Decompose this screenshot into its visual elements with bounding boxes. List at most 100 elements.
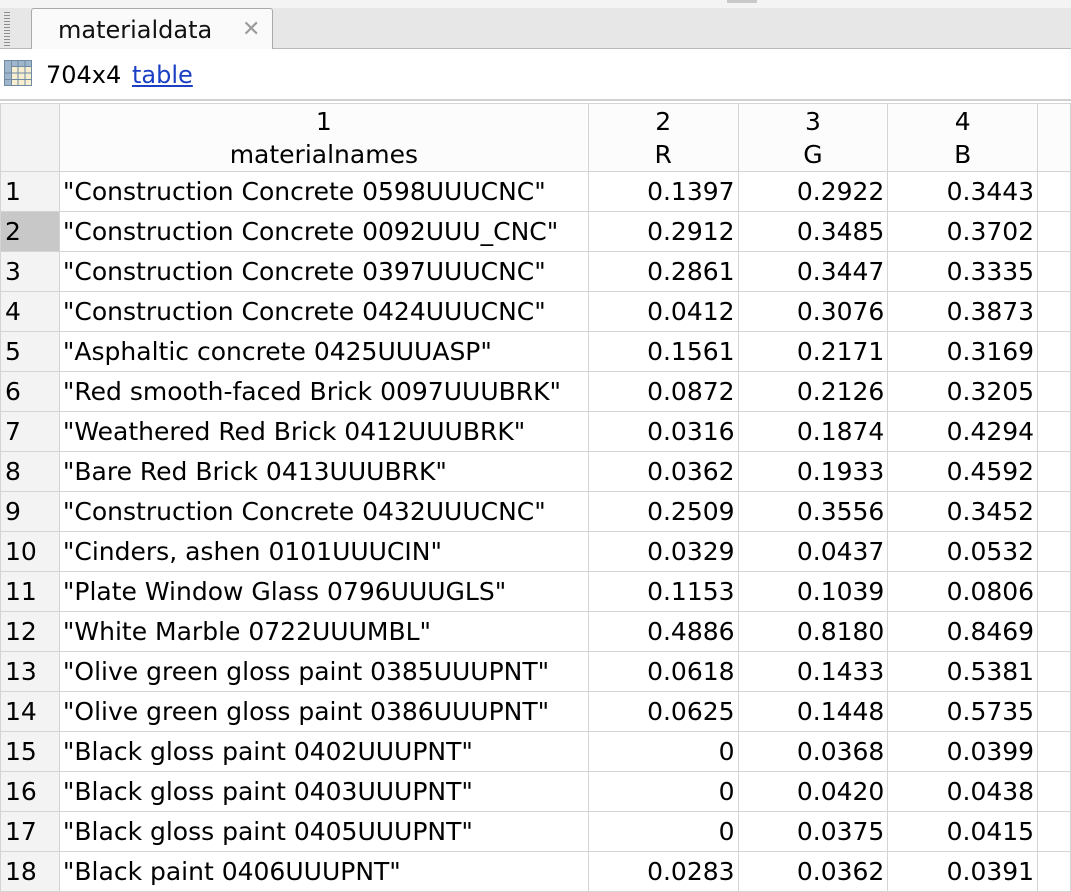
g-value-cell[interactable]: 0.3556: [737, 491, 889, 532]
materialname-cell[interactable]: "Plate Window Glass 0796UUUGLS": [58, 571, 589, 612]
b-value-cell[interactable]: 0.5735: [887, 691, 1039, 732]
materialname-cell[interactable]: "Construction Concrete 0598UUUCNC": [58, 171, 589, 212]
materialname-cell[interactable]: "Black gloss paint 0405UUUPNT": [58, 811, 589, 852]
empty-cell[interactable]: [1037, 691, 1071, 732]
materialname-cell[interactable]: "Construction Concrete 0397UUUCNC": [58, 251, 589, 292]
empty-cell[interactable]: [1037, 371, 1071, 412]
g-value-cell[interactable]: 0.2171: [737, 331, 889, 372]
empty-cell[interactable]: [1037, 491, 1071, 532]
empty-cell[interactable]: [1037, 211, 1071, 252]
g-value-cell[interactable]: 0.0420: [737, 771, 889, 812]
b-value-cell[interactable]: 0.4294: [887, 411, 1039, 452]
row-number-cell[interactable]: 10: [0, 531, 60, 572]
materialname-cell[interactable]: "Weathered Red Brick 0412UUUBRK": [58, 411, 589, 452]
row-number-cell[interactable]: 11: [0, 571, 60, 612]
drag-handle-icon[interactable]: [4, 12, 10, 46]
r-value-cell[interactable]: 0.0618: [587, 651, 739, 692]
materialname-cell[interactable]: "Black paint 0406UUUPNT": [58, 851, 589, 892]
g-value-cell[interactable]: 0.1039: [737, 571, 889, 612]
empty-cell[interactable]: [1037, 451, 1071, 492]
r-value-cell[interactable]: 0.0625: [587, 691, 739, 732]
row-number-cell[interactable]: 14: [0, 691, 60, 732]
g-value-cell[interactable]: 0.1433: [737, 651, 889, 692]
g-value-cell[interactable]: 0.8180: [737, 611, 889, 652]
g-value-cell[interactable]: 0.1933: [737, 451, 889, 492]
empty-cell[interactable]: [1037, 771, 1071, 812]
r-value-cell[interactable]: 0: [587, 771, 739, 812]
b-value-cell[interactable]: 0.3443: [887, 171, 1039, 212]
r-value-cell[interactable]: 0.1397: [587, 171, 739, 212]
b-value-cell[interactable]: 0.4592: [887, 451, 1039, 492]
g-value-cell[interactable]: 0.0437: [737, 531, 889, 572]
row-number-cell[interactable]: 18: [0, 851, 60, 892]
g-value-cell[interactable]: 0.0368: [737, 731, 889, 772]
materialname-cell[interactable]: "Asphaltic concrete 0425UUUASP": [58, 331, 589, 372]
column-header-1[interactable]: 1 materialnames: [58, 103, 589, 172]
empty-cell[interactable]: [1037, 171, 1071, 212]
g-value-cell[interactable]: 0.3485: [737, 211, 889, 252]
row-number-cell[interactable]: 4: [0, 291, 60, 332]
empty-cell[interactable]: [1037, 731, 1071, 772]
materialname-cell[interactable]: "White Marble 0722UUUMBL": [58, 611, 589, 652]
r-value-cell[interactable]: 0.1153: [587, 571, 739, 612]
tab-materialdata[interactable]: materialdata ✕: [31, 8, 273, 49]
g-value-cell[interactable]: 0.2922: [737, 171, 889, 212]
b-value-cell[interactable]: 0.3452: [887, 491, 1039, 532]
g-value-cell[interactable]: 0.0362: [737, 851, 889, 892]
empty-cell[interactable]: [1037, 251, 1071, 292]
g-value-cell[interactable]: 0.3076: [737, 291, 889, 332]
materialname-cell[interactable]: "Cinders, ashen 0101UUUCIN": [58, 531, 589, 572]
b-value-cell[interactable]: 0.3205: [887, 371, 1039, 412]
b-value-cell[interactable]: 0.0438: [887, 771, 1039, 812]
row-number-cell[interactable]: 6: [0, 371, 60, 412]
empty-cell[interactable]: [1037, 811, 1071, 852]
r-value-cell[interactable]: 0: [587, 731, 739, 772]
b-value-cell[interactable]: 0.3169: [887, 331, 1039, 372]
empty-cell[interactable]: [1037, 291, 1071, 332]
empty-cell[interactable]: [1037, 331, 1071, 372]
empty-cell[interactable]: [1037, 851, 1071, 892]
empty-cell[interactable]: [1037, 611, 1071, 652]
b-value-cell[interactable]: 0.5381: [887, 651, 1039, 692]
g-value-cell[interactable]: 0.3447: [737, 251, 889, 292]
materialname-cell[interactable]: "Olive green gloss paint 0385UUUPNT": [58, 651, 589, 692]
variable-type-link[interactable]: table: [132, 61, 193, 89]
r-value-cell[interactable]: 0.4886: [587, 611, 739, 652]
row-number-cell[interactable]: 12: [0, 611, 60, 652]
r-value-cell[interactable]: 0.0316: [587, 411, 739, 452]
corner-cell[interactable]: [0, 103, 60, 172]
empty-cell[interactable]: [1037, 531, 1071, 572]
b-value-cell[interactable]: 0.0806: [887, 571, 1039, 612]
row-number-cell[interactable]: 5: [0, 331, 60, 372]
r-value-cell[interactable]: 0.1561: [587, 331, 739, 372]
b-value-cell[interactable]: 0.3335: [887, 251, 1039, 292]
materialname-cell[interactable]: "Construction Concrete 0424UUUCNC": [58, 291, 589, 332]
g-value-cell[interactable]: 0.0375: [737, 811, 889, 852]
row-number-cell[interactable]: 16: [0, 771, 60, 812]
row-number-cell[interactable]: 7: [0, 411, 60, 452]
materialname-cell[interactable]: "Construction Concrete 0092UUU_CNC": [58, 211, 589, 252]
empty-cell[interactable]: [1037, 571, 1071, 612]
row-number-cell[interactable]: 3: [0, 251, 60, 292]
empty-cell[interactable]: [1037, 411, 1071, 452]
r-value-cell[interactable]: 0.0872: [587, 371, 739, 412]
materialname-cell[interactable]: "Bare Red Brick 0413UUUBRK": [58, 451, 589, 492]
row-number-cell[interactable]: 15: [0, 731, 60, 772]
b-value-cell[interactable]: 0.0532: [887, 531, 1039, 572]
b-value-cell[interactable]: 0.0415: [887, 811, 1039, 852]
close-icon[interactable]: ✕: [242, 17, 261, 42]
materialname-cell[interactable]: "Red smooth-faced Brick 0097UUUBRK": [58, 371, 589, 412]
row-number-cell[interactable]: 8: [0, 451, 60, 492]
empty-cell[interactable]: [1037, 651, 1071, 692]
b-value-cell[interactable]: 0.0391: [887, 851, 1039, 892]
r-value-cell[interactable]: 0.0412: [587, 291, 739, 332]
materialname-cell[interactable]: "Black gloss paint 0403UUUPNT": [58, 771, 589, 812]
r-value-cell[interactable]: 0: [587, 811, 739, 852]
g-value-cell[interactable]: 0.2126: [737, 371, 889, 412]
g-value-cell[interactable]: 0.1448: [737, 691, 889, 732]
row-number-cell[interactable]: 2: [0, 211, 60, 252]
row-number-cell[interactable]: 17: [0, 811, 60, 852]
row-number-cell[interactable]: 1: [0, 171, 60, 212]
